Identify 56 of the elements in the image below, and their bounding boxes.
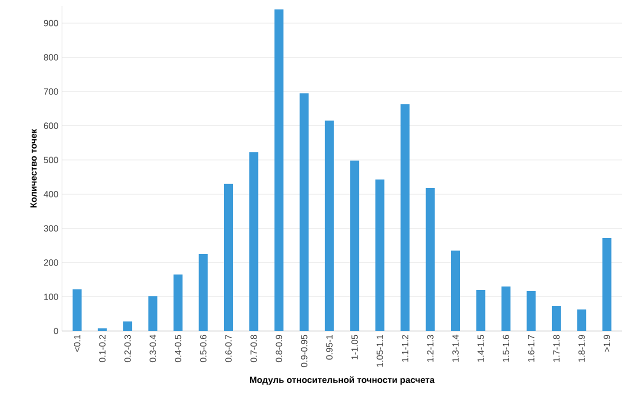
x-tick-label: 1.4-1.5 <box>478 334 484 362</box>
x-tick-label: 0.3-0.4 <box>150 334 156 362</box>
bar <box>224 184 233 331</box>
y-tick-label: 500 <box>44 156 58 164</box>
x-tick-label: 0.9-0.95 <box>300 334 308 368</box>
x-tick-label: 1.7-1.8 <box>553 334 560 362</box>
x-tick-label: 0.7-0.8 <box>250 334 257 362</box>
x-tick-label: 1.8-1.9 <box>578 334 585 362</box>
x-tick-label: 1.2-1.3 <box>427 334 434 362</box>
x-tick-label: 0.4-0.5 <box>174 334 182 362</box>
x-tick-label: 0.5-0.6 <box>200 334 206 362</box>
y-axis-title: Количество точек <box>30 128 37 208</box>
bar <box>249 152 258 331</box>
x-tick-label: 0.2-0.3 <box>124 334 131 362</box>
x-tick-label: 1.05-1.1 <box>376 334 384 367</box>
bar <box>98 328 107 331</box>
y-tick-label: 600 <box>44 122 58 129</box>
bar <box>426 188 435 331</box>
x-tick-label: <0.1 <box>74 334 80 352</box>
bar <box>577 309 586 331</box>
x-tick-label: 1.3-1.4 <box>452 334 459 362</box>
y-tick-label: 300 <box>44 225 58 232</box>
bar <box>501 286 510 331</box>
y-tick-label: 800 <box>44 54 58 60</box>
bar <box>552 306 561 331</box>
bar <box>400 104 410 331</box>
bar <box>476 290 486 331</box>
bar <box>123 321 132 331</box>
y-tick-label: 200 <box>44 259 58 266</box>
bar <box>350 160 360 331</box>
bar <box>324 120 334 331</box>
y-tick-label: 400 <box>44 190 58 198</box>
x-tick-label: 1.6-1.7 <box>528 334 534 362</box>
bar <box>526 290 536 331</box>
x-tick-label: >1.9 <box>604 334 610 352</box>
y-tick-label: 100 <box>44 294 58 300</box>
x-tick-label: 1.5-1.6 <box>502 334 510 362</box>
y-tick-label: 0 <box>54 328 58 334</box>
bar <box>148 296 158 331</box>
x-tick-label: 0.6-0.7 <box>225 334 232 362</box>
y-tick-label: 700 <box>44 88 58 95</box>
x-tick-label: 0.1-0.2 <box>99 334 106 362</box>
bar <box>451 250 460 331</box>
bar <box>274 9 284 331</box>
bar <box>300 93 309 331</box>
x-tick-label: 1-1.05 <box>351 334 358 360</box>
x-tick-label: 1.1-1.2 <box>402 334 408 362</box>
x-axis-title: Модуль относительной точности расчета <box>250 376 435 385</box>
bar <box>198 254 208 331</box>
y-tick-label: 900 <box>44 20 58 26</box>
bar <box>602 238 612 331</box>
x-tick-label: 0.8-0.9 <box>276 334 282 362</box>
bar <box>174 274 183 331</box>
bar <box>375 179 384 331</box>
x-tick-label: 0.95-1 <box>326 334 333 360</box>
bar <box>72 289 82 331</box>
